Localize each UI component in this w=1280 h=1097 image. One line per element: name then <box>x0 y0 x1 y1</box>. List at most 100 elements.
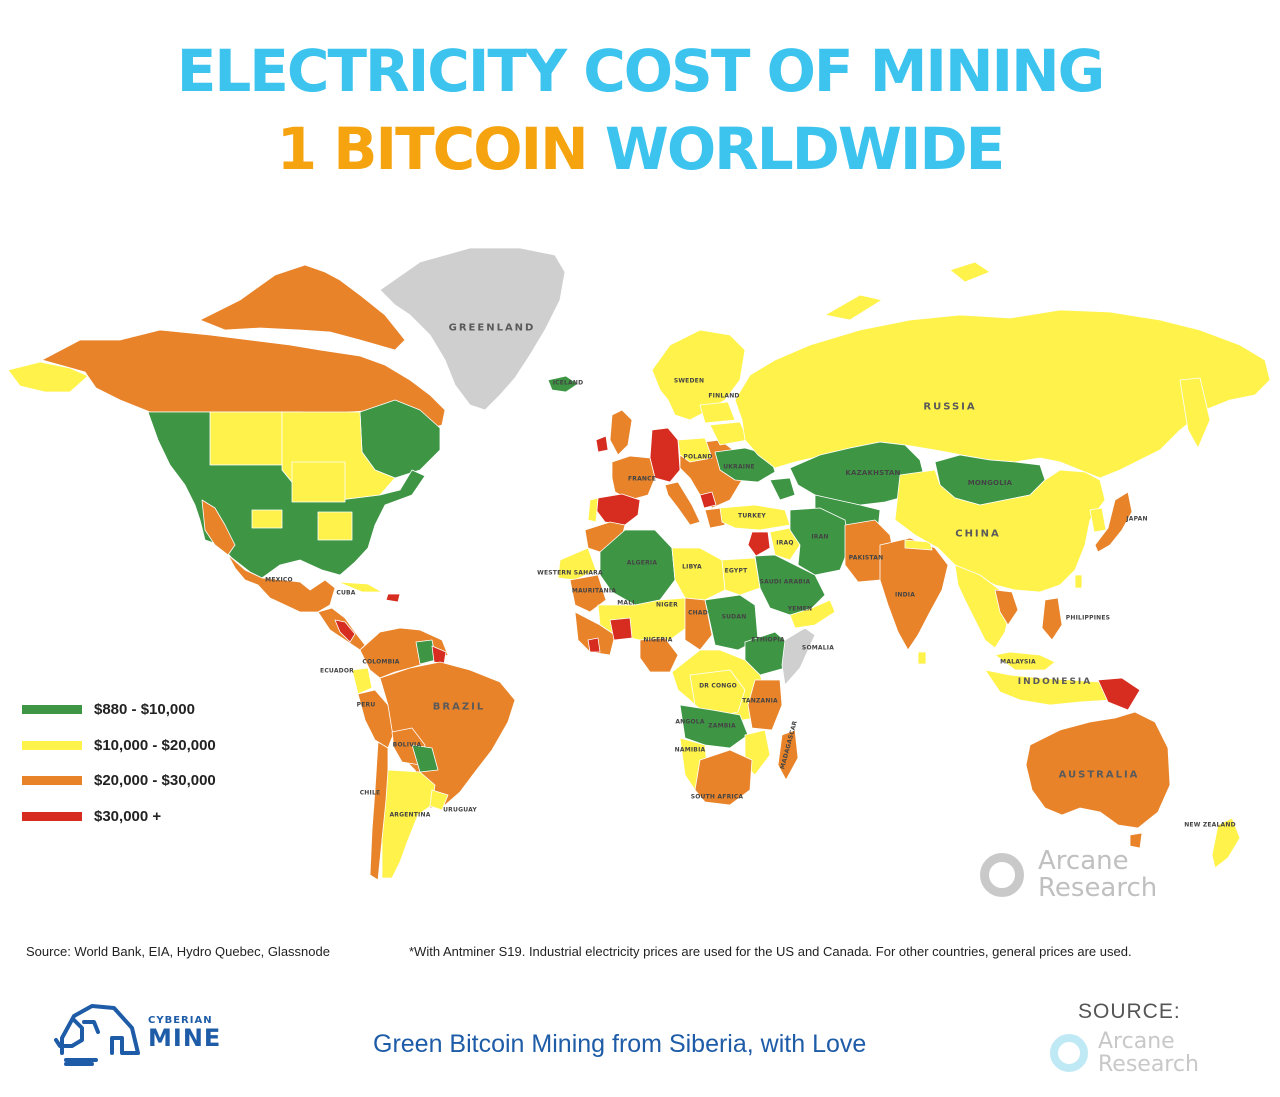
region-spain <box>595 493 641 526</box>
region-uk <box>609 409 633 456</box>
label-france: FRANCE <box>627 475 657 483</box>
region-caucasus <box>769 477 796 501</box>
region-indonesia <box>984 669 1121 706</box>
region-angola-zambia <box>679 704 749 749</box>
world-map-svg <box>7 247 1271 881</box>
footer-source-text: Arcane Research <box>1098 1030 1199 1076</box>
region-germany <box>649 427 681 483</box>
region-kamchatka <box>1179 377 1211 449</box>
region-se-asia <box>954 564 1011 649</box>
region-somalia <box>781 627 816 686</box>
region-syria-levant <box>747 531 771 557</box>
region-malaysia <box>994 651 1056 671</box>
region-arctic-isle-1 <box>949 261 991 283</box>
region-sri-lanka <box>917 651 927 665</box>
region-caribbean <box>385 593 401 603</box>
footer-source-line1: Arcane <box>1098 1029 1175 1054</box>
label-ecuador: ECUADOR <box>320 667 354 675</box>
region-uruguay <box>429 789 449 811</box>
legend-label: $10,000 - $20,000 <box>94 736 216 754</box>
region-ireland <box>595 435 609 453</box>
region-nepal <box>904 539 933 551</box>
region-peru <box>357 689 396 749</box>
region-new-zealand <box>1211 817 1241 869</box>
label-dr-congo: DR CONGO <box>699 682 737 690</box>
label-iceland: ICELAND <box>552 379 584 387</box>
legend-item: $880 - $10,000 <box>22 692 216 728</box>
region-balkans <box>699 491 717 509</box>
mammoth-icon <box>54 1004 140 1066</box>
region-poland <box>677 437 713 463</box>
footer-arcane-logo: Arcane Research <box>1050 1030 1199 1076</box>
label-russia: RUSSIA <box>923 401 977 413</box>
label-ukraine: UKRAINE <box>723 463 755 471</box>
label-mali: MALI <box>617 599 635 607</box>
label-kazakhstan: KAZAKHSTAN <box>845 469 901 477</box>
region-nigeria <box>639 637 679 673</box>
label-indonesia: INDONESIA <box>1017 677 1093 687</box>
label-libya: LIBYA <box>682 563 702 571</box>
label-iran: IRAN <box>811 533 829 541</box>
region-vietnam <box>994 589 1019 626</box>
region-chile <box>369 741 389 881</box>
region-mexico <box>227 554 336 613</box>
label-mongolia: MONGOLIA <box>967 479 1013 487</box>
legend-label: $20,000 - $30,000 <box>94 772 216 790</box>
arcane-logo-icon <box>1050 1034 1088 1073</box>
title-highlight: 1 BITCOIN <box>276 115 589 183</box>
legend-item: $20,000 - $30,000 <box>22 763 216 799</box>
legend-item: $10,000 - $20,000 <box>22 728 216 764</box>
region-sierra-leone <box>587 637 601 653</box>
region-madagascar <box>777 729 799 781</box>
label-somalia: SOMALIA <box>801 644 835 652</box>
label-brazil: BRAZIL <box>432 701 486 713</box>
label-malaysia: MALAYSIA <box>1000 658 1036 666</box>
label-western-sahara: WESTERN SAHARA <box>537 569 603 577</box>
region-tasmania <box>1129 832 1143 849</box>
region-turkey <box>719 504 791 531</box>
title-rest: WORLDWIDE <box>604 115 1005 183</box>
label-niger: NIGER <box>656 601 678 609</box>
label-new-zealand: NEW ZEALAND <box>1184 821 1236 829</box>
region-australia <box>1025 711 1171 829</box>
label-bolivia: BOLIVIA <box>392 741 422 749</box>
label-algeria: ALGERIA <box>626 559 658 567</box>
watermark-line1: Arcane <box>1038 846 1129 876</box>
region-west-africa <box>574 611 616 656</box>
label-namibia: NAMIBIA <box>674 746 706 754</box>
label-saudi-arabia: SAUDI ARABIA <box>759 578 811 586</box>
label-china: CHINA <box>955 528 1001 540</box>
watermark-text: Arcane Research <box>1038 846 1157 903</box>
region-greenland <box>379 247 566 411</box>
region-saudi-arabia <box>754 554 826 616</box>
cyberian-mine-logo: CYBERIAN MINE <box>52 998 221 1068</box>
region-iraq <box>769 527 801 561</box>
region-baltics <box>699 401 736 424</box>
label-nigeria: NIGERIA <box>643 636 673 644</box>
label-iraq: IRAQ <box>776 539 794 547</box>
label-finland: FINLAND <box>708 392 740 400</box>
legend-swatch <box>22 740 82 750</box>
label-south-africa: SOUTH AFRICA <box>690 793 744 801</box>
region-yemen-oman <box>789 599 836 629</box>
region-chad <box>684 597 713 651</box>
region-argentina <box>381 769 436 879</box>
region-paraguay <box>411 744 439 773</box>
region-central-america-red <box>334 619 356 643</box>
footnote: *With Antminer S19. Industrial electrici… <box>409 944 1132 959</box>
label-chile: CHILE <box>359 789 381 797</box>
arcane-logo-icon <box>980 853 1024 898</box>
legend-label: $880 - $10,000 <box>94 701 195 719</box>
region-japan <box>1094 491 1133 553</box>
region-iran <box>789 507 851 576</box>
label-pakistan: PAKISTAN <box>848 554 884 562</box>
region-egypt <box>721 557 761 596</box>
region-canada-mid <box>209 411 283 466</box>
label-tanzania: TANZANIA <box>742 697 778 705</box>
region-iceland <box>547 375 579 393</box>
label-chad: CHAD <box>688 609 708 617</box>
legend-swatch <box>22 776 82 786</box>
legend-item: $30,000 + <box>22 799 216 835</box>
brand-top: CYBERIAN <box>148 1015 213 1026</box>
label-peru: PERU <box>356 701 376 709</box>
